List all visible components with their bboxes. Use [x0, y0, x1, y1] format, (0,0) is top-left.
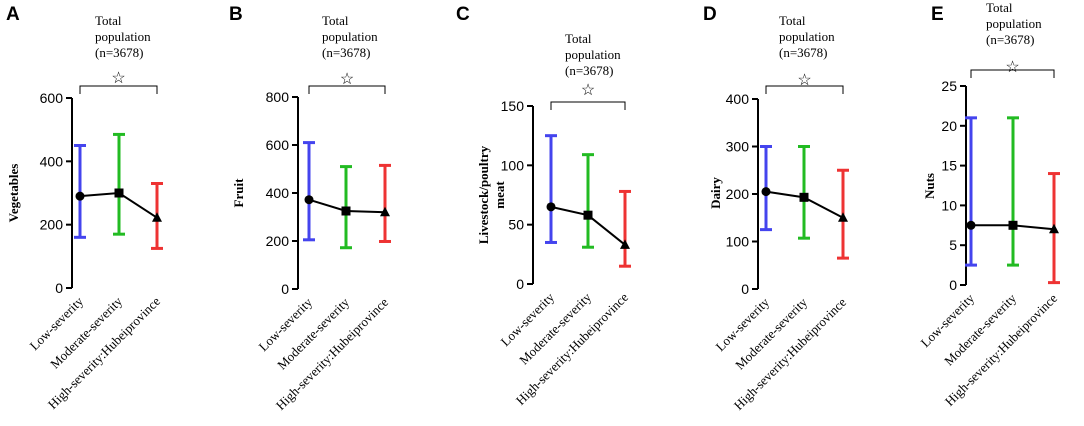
y-axis-label: Dairy	[708, 177, 723, 209]
y-tick-label: 200	[266, 233, 290, 249]
y-axis-label: Fruit	[231, 178, 246, 208]
panel-e: E Totalpopulation(n=3678)☆0510152025NutsL…	[918, 0, 1061, 409]
annotation-line: (n=3678)	[95, 45, 144, 60]
significance-star: ☆	[581, 82, 595, 99]
y-tick-label: 0	[741, 281, 749, 297]
y-tick-label: 50	[508, 217, 524, 233]
annotation-line: (n=3678)	[986, 32, 1035, 47]
y-tick-label: 0	[55, 280, 63, 296]
annotation-line: Total	[565, 31, 592, 46]
annotation-line: (n=3678)	[779, 45, 828, 60]
significance-bracket	[765, 85, 844, 94]
panel-letter: B	[229, 4, 243, 25]
panel-letter: A	[6, 4, 20, 25]
panel-letter: D	[703, 4, 717, 25]
y-tick-label: 300	[726, 139, 750, 155]
data-point	[114, 188, 124, 198]
data-point	[1049, 223, 1059, 234]
y-tick-label: 25	[941, 78, 957, 94]
y-tick-label: 200	[726, 186, 750, 202]
data-point	[1008, 220, 1018, 230]
data-point	[152, 212, 162, 222]
significance-star: ☆	[111, 70, 125, 87]
x-tick-label: Moderate-severity	[941, 290, 1019, 368]
y-tick-label: 0	[281, 281, 289, 297]
significance-bracket	[79, 85, 158, 94]
y-tick-label: 100	[726, 234, 750, 250]
data-point	[761, 187, 771, 197]
data-point	[799, 192, 809, 202]
y-axis-label: Nuts	[922, 173, 937, 199]
y-tick-label: 0	[949, 277, 957, 293]
data-point	[304, 195, 314, 205]
y-axis-label: Vegetables	[6, 164, 21, 223]
y-tick-label: 600	[266, 137, 290, 153]
y-tick-label: 200	[40, 217, 64, 233]
significance-star: ☆	[340, 71, 354, 88]
data-point	[838, 212, 848, 222]
panel-letter: C	[456, 4, 470, 25]
annotation-line: population	[779, 29, 835, 44]
significance-bracket	[550, 101, 626, 110]
y-tick-label: 100	[501, 157, 525, 173]
y-tick-label: 400	[726, 91, 750, 107]
annotation-line: Total	[986, 0, 1013, 15]
data-point	[341, 206, 351, 216]
y-tick-label: 10	[941, 197, 957, 213]
data-point	[583, 210, 593, 220]
panel-letter: E	[931, 4, 944, 25]
annotation-line: population	[986, 16, 1042, 31]
y-tick-label: 15	[941, 158, 957, 174]
annotation-line: (n=3678)	[565, 63, 614, 78]
annotation-line: Total	[322, 13, 349, 28]
significance-star: ☆	[797, 72, 811, 89]
annotation-line: population	[322, 29, 378, 44]
y-tick-label: 0	[516, 276, 524, 292]
y-tick-label: 20	[941, 118, 957, 134]
annotation-line: population	[565, 47, 621, 62]
y-tick-label: 400	[266, 185, 290, 201]
y-tick-label: 400	[40, 153, 64, 169]
y-tick-label: 5	[949, 237, 957, 253]
data-point	[966, 220, 976, 230]
y-axis-label: meat	[492, 181, 507, 209]
y-tick-label: 600	[40, 90, 64, 106]
annotation-line: Total	[95, 13, 122, 28]
data-point	[380, 206, 390, 217]
data-point	[546, 202, 556, 212]
y-tick-label: 150	[501, 98, 525, 114]
significance-star: ☆	[1005, 59, 1019, 76]
annotation-line: population	[95, 29, 151, 44]
y-tick-label: 800	[266, 89, 290, 105]
significance-bracket	[308, 85, 386, 94]
annotation-line: (n=3678)	[322, 45, 371, 60]
y-axis-label: Livestock/poultry	[476, 145, 491, 244]
significance-bracket	[970, 69, 1055, 78]
data-point	[620, 239, 630, 249]
data-point	[75, 191, 85, 201]
annotation-line: Total	[779, 13, 806, 28]
